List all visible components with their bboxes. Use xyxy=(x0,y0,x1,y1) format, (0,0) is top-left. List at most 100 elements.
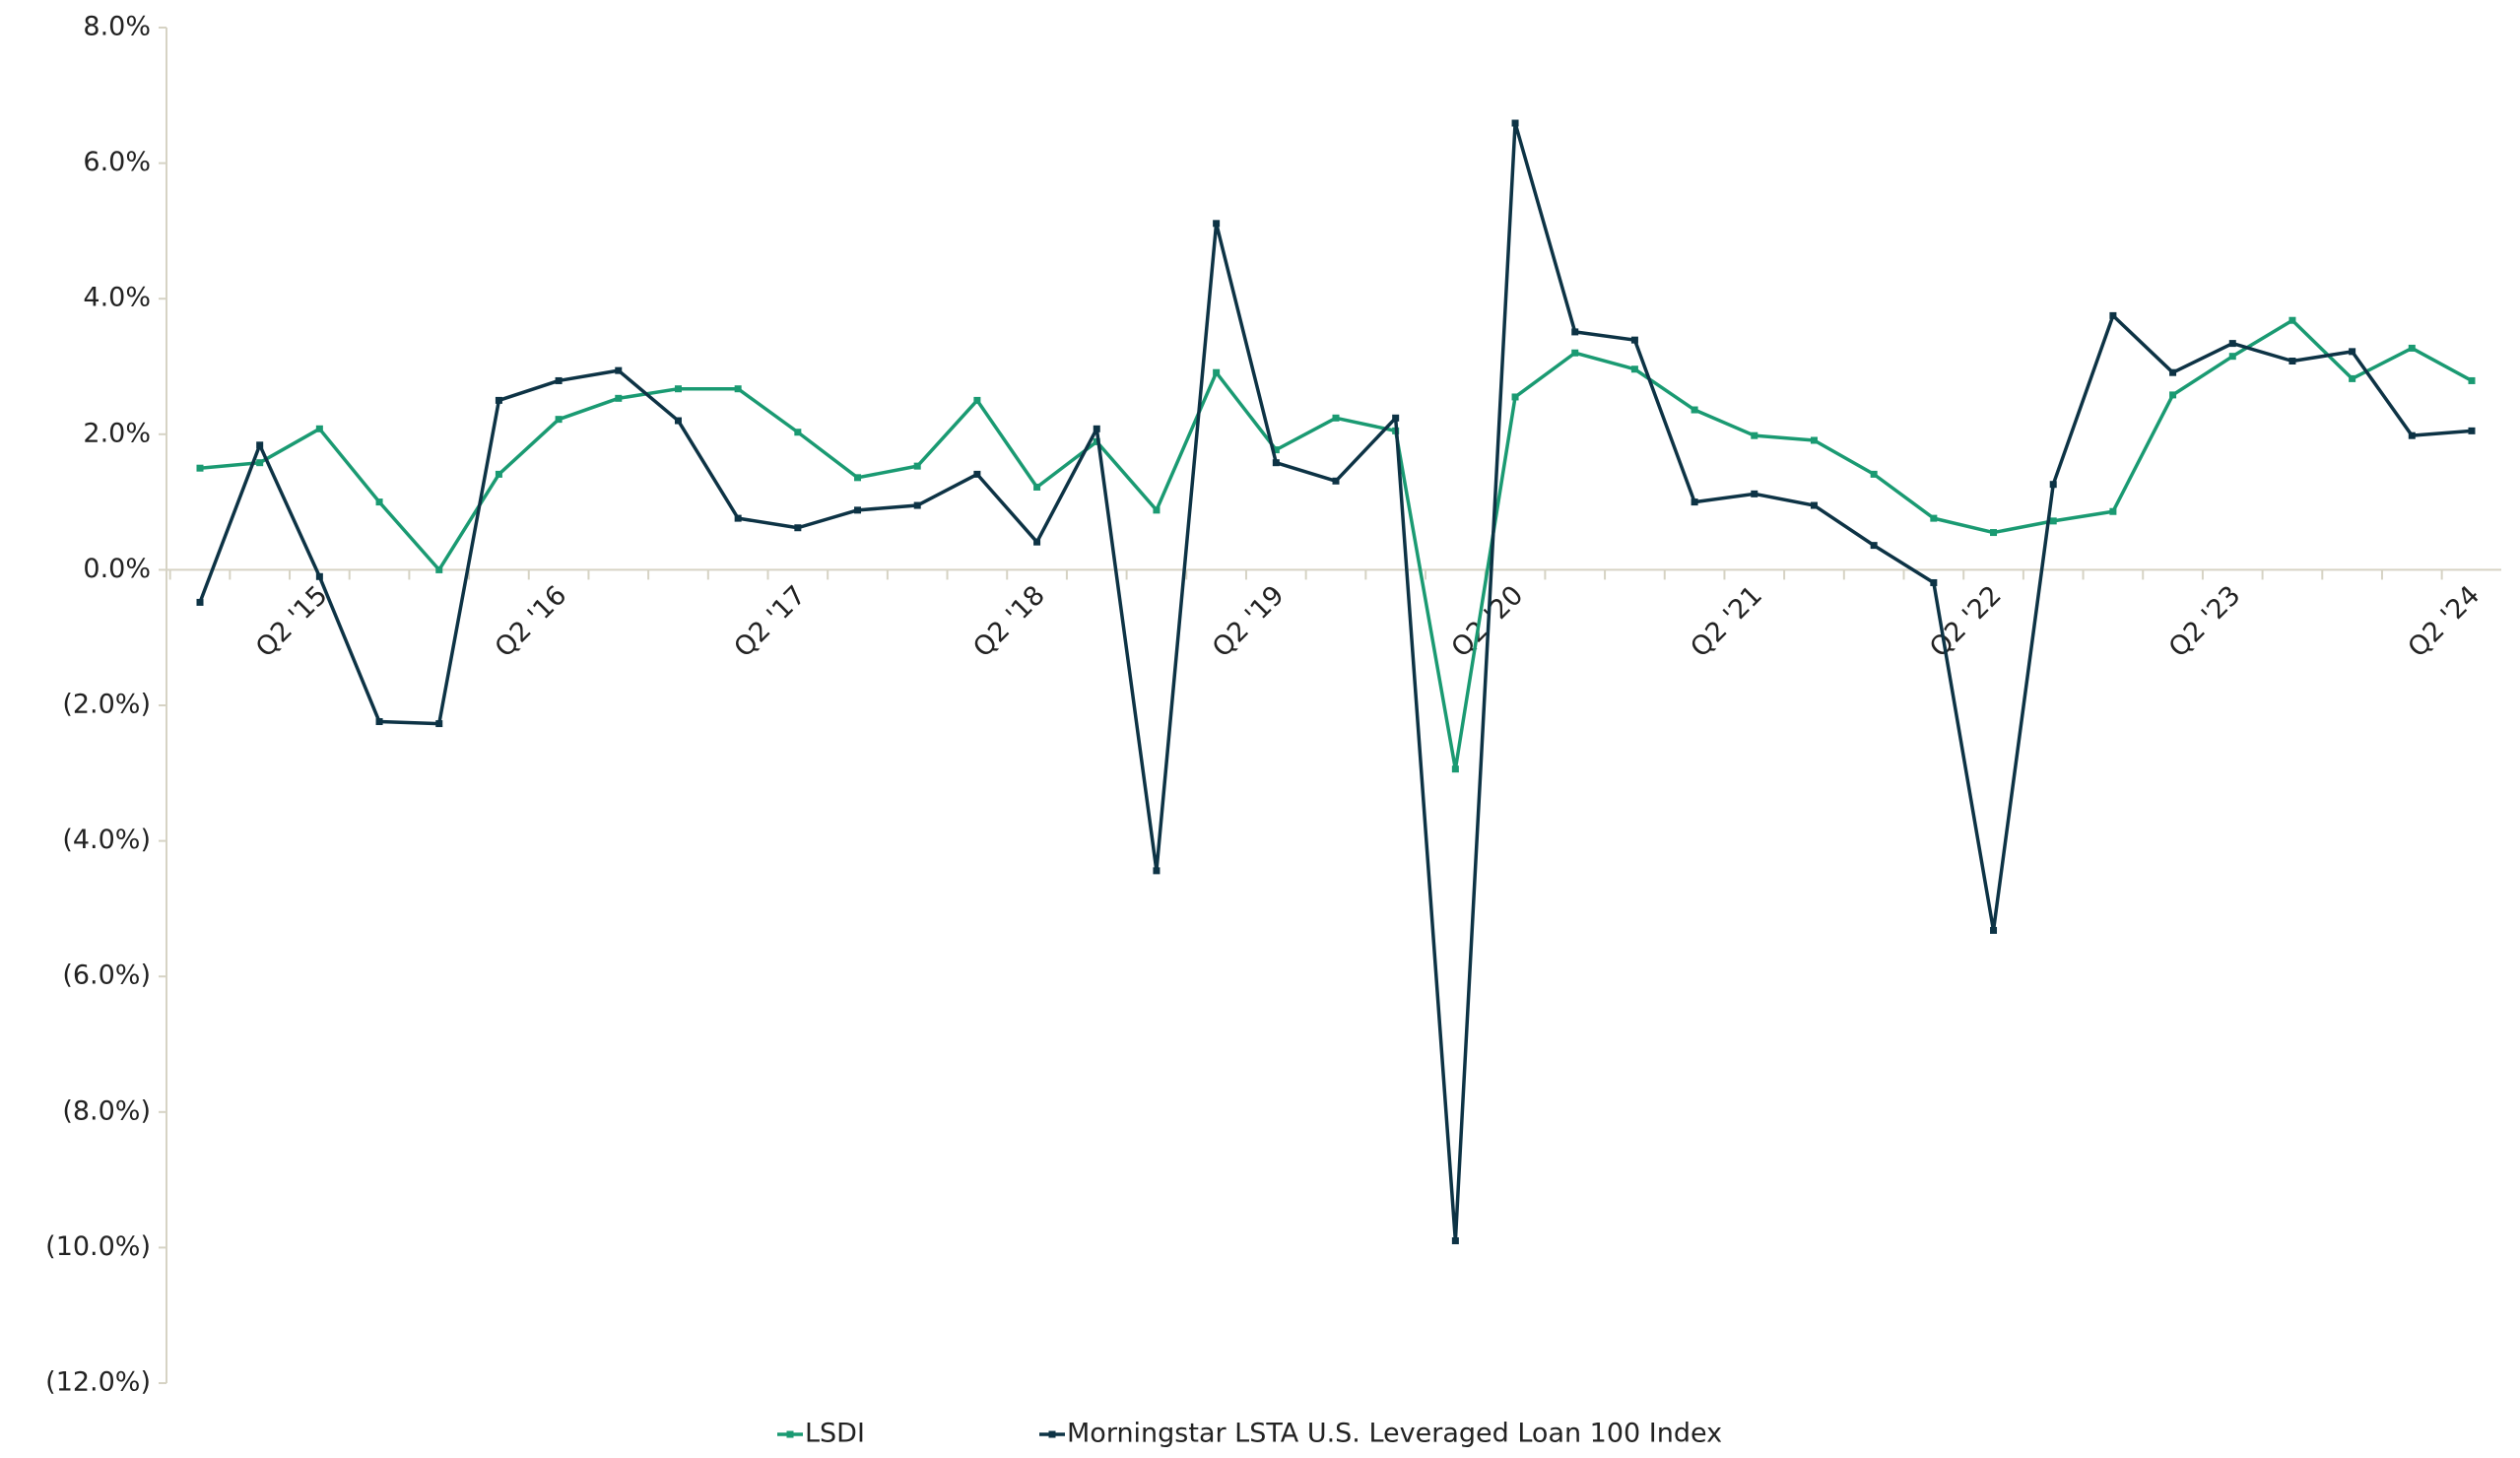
data-point xyxy=(2228,340,2236,348)
data-point xyxy=(1870,470,1878,478)
data-point xyxy=(555,376,563,384)
data-point xyxy=(2109,507,2117,515)
data-point xyxy=(794,429,802,436)
y-tick-label: 2.0% xyxy=(83,418,151,448)
x-tick-label: Q2 '15 xyxy=(250,580,334,664)
data-point xyxy=(1810,436,1818,444)
data-point xyxy=(2049,517,2057,525)
data-point xyxy=(2349,348,2356,356)
data-point xyxy=(973,470,981,478)
data-point xyxy=(495,396,502,404)
data-point xyxy=(1630,365,1638,373)
y-tick-label: 8.0% xyxy=(83,12,151,42)
data-point xyxy=(435,565,443,573)
data-point xyxy=(1571,349,1579,357)
data-point xyxy=(375,498,383,506)
data-point xyxy=(2349,374,2356,382)
data-point xyxy=(1930,514,1938,522)
data-point xyxy=(1511,119,1519,127)
data-point xyxy=(1272,459,1280,467)
data-point xyxy=(1272,446,1280,454)
data-point xyxy=(1691,406,1698,414)
data-point xyxy=(1870,542,1878,550)
data-point xyxy=(2408,344,2416,352)
data-point xyxy=(256,441,264,449)
x-tick-label: Q2 '24 xyxy=(2403,580,2487,664)
legend-marker xyxy=(786,1430,794,1438)
data-point xyxy=(1810,501,1818,509)
legend-marker xyxy=(1048,1430,1056,1438)
data-point xyxy=(1511,393,1519,401)
data-point xyxy=(794,524,802,532)
data-point xyxy=(2468,376,2476,384)
x-tick-label: Q2 '16 xyxy=(490,580,573,664)
y-tick-label: 4.0% xyxy=(83,283,151,313)
x-tick-label: Q2 '21 xyxy=(1685,580,1768,664)
data-point xyxy=(1213,368,1221,376)
data-point xyxy=(1630,336,1638,344)
data-point xyxy=(1332,414,1340,422)
legend-label: Morningstar LSTA U.S. Leveraged Loan 100… xyxy=(1067,1419,1722,1449)
data-point xyxy=(555,416,563,424)
y-tick-label: (4.0%) xyxy=(62,825,151,855)
data-point xyxy=(854,474,862,482)
data-point xyxy=(315,572,323,580)
data-point xyxy=(2288,316,2296,324)
data-point xyxy=(196,598,204,606)
data-point xyxy=(2288,357,2296,364)
data-point xyxy=(734,385,742,393)
data-point xyxy=(854,506,862,514)
data-point xyxy=(1332,477,1340,485)
data-point xyxy=(913,501,921,509)
data-point xyxy=(2468,427,2476,434)
legend-label: LSDI xyxy=(805,1419,865,1449)
data-point xyxy=(495,470,502,478)
data-point xyxy=(1033,538,1041,546)
y-tick-label: (12.0%) xyxy=(45,1367,151,1398)
series-line xyxy=(198,121,2473,1243)
data-point xyxy=(1093,437,1100,445)
y-tick-label: (2.0%) xyxy=(62,690,151,720)
data-point xyxy=(674,385,682,393)
data-point xyxy=(1451,765,1459,773)
y-tick-label: (6.0%) xyxy=(62,961,151,991)
data-point xyxy=(913,462,921,470)
data-point xyxy=(2169,391,2177,399)
data-point xyxy=(315,425,323,432)
data-point xyxy=(1691,498,1698,506)
data-point xyxy=(2408,431,2416,439)
data-point xyxy=(1751,490,1758,497)
data-point xyxy=(1153,867,1161,875)
data-point xyxy=(2169,368,2177,376)
y-tick-label: 6.0% xyxy=(83,147,151,177)
data-point xyxy=(256,459,264,467)
data-point xyxy=(1451,1237,1459,1245)
data-point xyxy=(1093,425,1100,432)
data-point xyxy=(615,394,623,402)
data-point xyxy=(1213,220,1221,228)
data-point xyxy=(435,720,443,728)
y-tick-label: (10.0%) xyxy=(45,1231,151,1262)
data-point xyxy=(2049,481,2057,489)
data-point xyxy=(196,464,204,472)
data-point xyxy=(2228,353,2236,361)
y-tick-label: (8.0%) xyxy=(62,1095,151,1126)
data-point xyxy=(2109,311,2117,319)
data-point xyxy=(973,396,981,404)
data-point xyxy=(674,417,682,425)
x-tick-label: Q2 '18 xyxy=(967,580,1051,664)
x-tick-label: Q2 '23 xyxy=(2163,580,2247,664)
data-point xyxy=(1033,483,1041,491)
x-tick-label: Q2 '19 xyxy=(1207,580,1291,664)
x-tick-label: Q2 '17 xyxy=(728,580,812,664)
data-point xyxy=(734,514,742,522)
data-point xyxy=(1990,529,1998,537)
data-point xyxy=(1153,506,1161,514)
data-point xyxy=(1392,414,1400,422)
data-point xyxy=(1571,328,1579,336)
data-point xyxy=(615,366,623,374)
data-point xyxy=(1990,926,1998,934)
data-point xyxy=(375,718,383,726)
y-tick-label: 0.0% xyxy=(83,554,151,584)
